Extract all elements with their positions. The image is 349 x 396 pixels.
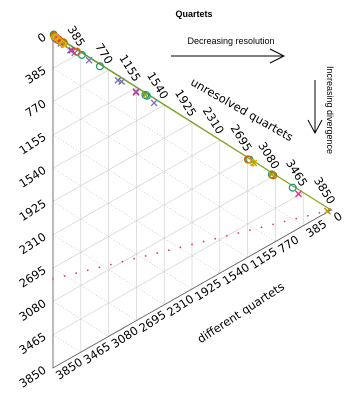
data-point [268, 170, 276, 178]
bottom-tick-label: 770 [275, 232, 301, 256]
left-tick-label: 770 [23, 96, 49, 120]
left-tick-label: 0 [35, 30, 49, 46]
plot-layer: 0385770115515401925231026953080346538503… [16, 23, 344, 390]
grid-line [52, 122, 193, 202]
reference-dot [98, 266, 101, 269]
reference-dot [167, 249, 170, 252]
series-line [52, 34, 332, 211]
right-tick-label: 3080 [255, 139, 282, 171]
left-tick-label: 2695 [16, 263, 48, 291]
data-point [85, 56, 93, 64]
data-point [288, 183, 297, 192]
grid-line [52, 134, 248, 258]
reference-dot [306, 214, 309, 217]
reference-dot [318, 211, 321, 214]
data-point [141, 91, 149, 99]
grid-line [52, 301, 109, 337]
left-tick-label: 3080 [16, 296, 48, 324]
top-arrow-label: Decreasing resolution [187, 36, 274, 46]
right-tick-label: 2310 [200, 104, 227, 136]
left-tick-label: 3465 [16, 329, 48, 357]
grid-line [52, 68, 304, 227]
reference-dot [283, 220, 286, 223]
data-point [243, 155, 253, 164]
left-tick-label: 385 [23, 63, 49, 87]
reference-dot [110, 263, 112, 266]
reference-dot [63, 275, 66, 277]
reference-dot [225, 234, 228, 237]
data-point [269, 171, 278, 180]
reference-dot [249, 229, 251, 231]
reference-dot [156, 252, 159, 254]
reference-dot [214, 237, 217, 240]
right-tick-label: 385 [65, 23, 89, 49]
left-tick-label: 3850 [16, 363, 48, 391]
grid-line [52, 334, 81, 353]
data-point [142, 91, 151, 100]
data-point [150, 99, 158, 107]
right-tick-label: 3850 [311, 174, 338, 206]
data-point [95, 62, 104, 71]
reference-dot [272, 223, 274, 226]
right-tick-label: 2695 [228, 122, 255, 154]
reference-dot [179, 246, 182, 249]
data-point [118, 78, 126, 86]
resolution-arrowhead [269, 48, 286, 64]
reference-dot [295, 217, 298, 220]
right-tick-label: 1925 [172, 87, 199, 119]
resolution-annotation: Decreasing resolution [171, 36, 286, 64]
grid-line [52, 87, 137, 136]
grid-line [52, 157, 248, 269]
right-arrow-label: Increasing divergence [325, 66, 335, 154]
grid-line [52, 192, 304, 335]
data-point [323, 207, 331, 215]
grid-line [52, 69, 109, 102]
bottom-tick-label: 0 [331, 209, 345, 225]
data-point [58, 39, 68, 49]
reference-dot [86, 269, 89, 272]
data-point [114, 76, 122, 84]
divergence-arrowhead [307, 119, 323, 135]
reference-dot [133, 257, 135, 260]
data-point [295, 190, 302, 198]
data-point [132, 89, 140, 96]
data-point [50, 32, 60, 42]
reference-dot [52, 278, 54, 280]
grid-line [52, 104, 165, 169]
reference-dot [75, 272, 78, 275]
grid-line [52, 201, 193, 290]
reference-dot [202, 240, 205, 243]
grid-line [52, 234, 165, 306]
reference-dot [260, 226, 263, 229]
bottom-tick-label: 385 [303, 217, 329, 241]
reference-dot [237, 232, 240, 234]
right-tick-label: 1155 [116, 52, 143, 84]
data-point [66, 46, 74, 54]
chart-title: Quartets [175, 9, 212, 19]
left-tick-label: 2310 [16, 230, 48, 258]
left-tick-label: 1540 [16, 163, 48, 191]
left-tick-label: 1925 [16, 196, 48, 224]
data-point [248, 158, 258, 167]
right-tick-label: 770 [92, 41, 116, 67]
reference-dot [121, 260, 124, 263]
reference-dot [144, 255, 147, 257]
left-tick-label: 1155 [16, 130, 48, 158]
data-point [68, 46, 76, 54]
right-tick-label: 3465 [283, 157, 310, 189]
reference-dot [191, 243, 193, 246]
divergence-annotation: Increasing divergence [307, 66, 335, 154]
